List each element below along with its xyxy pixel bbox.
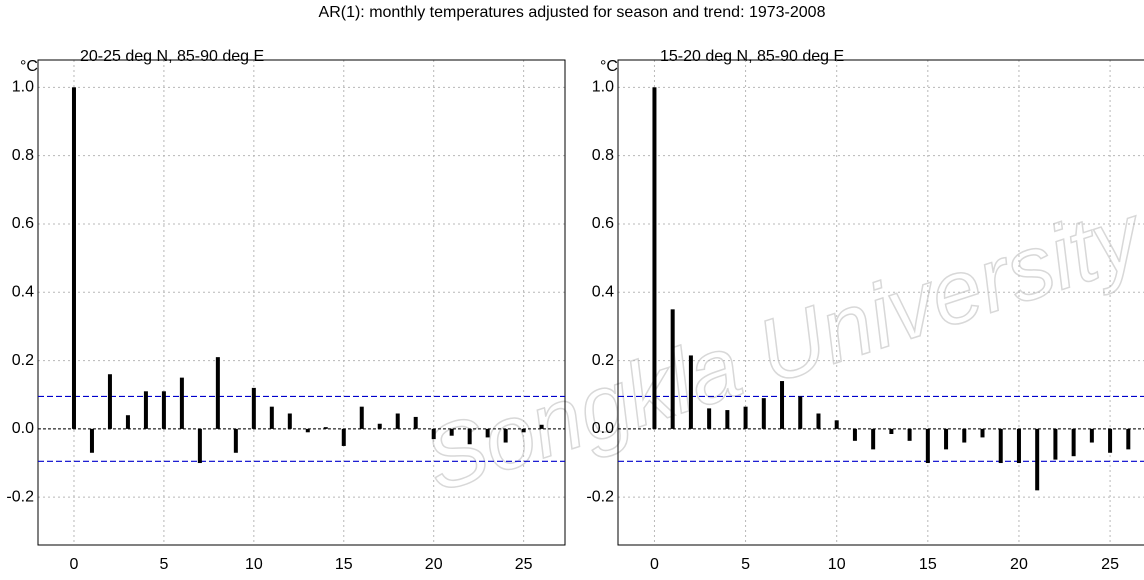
- x-tick-label: 10: [245, 556, 263, 573]
- bar: [449, 428, 454, 436]
- y-tick-label: 0.8: [12, 147, 34, 164]
- x-tick-label: 5: [741, 556, 750, 573]
- x-tick-label: 0: [70, 556, 79, 573]
- bar: [652, 87, 657, 429]
- bar: [395, 413, 400, 429]
- subtitle: 20-25 deg N, 85-90 deg E: [80, 48, 264, 65]
- bar: [834, 420, 839, 429]
- y-tick-label: 0.8: [592, 147, 614, 164]
- x-tick-label: 25: [1101, 556, 1119, 573]
- bar: [287, 413, 292, 429]
- y-tick-label: -0.2: [6, 488, 34, 505]
- bar: [251, 387, 256, 429]
- x-tick-label: 20: [425, 556, 443, 573]
- bar: [962, 428, 967, 443]
- bar: [907, 428, 912, 441]
- y-tick-label: -0.2: [586, 488, 614, 505]
- bar: [1126, 428, 1131, 450]
- x-tick-label: 20: [1010, 556, 1028, 573]
- x-tick-label: 15: [919, 556, 937, 573]
- bar: [341, 428, 346, 446]
- bar: [925, 428, 930, 464]
- bar: [707, 408, 712, 429]
- bar: [688, 355, 693, 429]
- y-tick-label: 1.0: [12, 79, 34, 96]
- y-tick-label: 0.4: [12, 283, 34, 300]
- bar: [743, 406, 748, 429]
- bar: [871, 428, 876, 450]
- watermark: Songkla University: [413, 185, 1144, 512]
- bar: [359, 406, 364, 429]
- bar: [798, 396, 803, 429]
- y-tick-label: 0.0: [12, 420, 34, 437]
- bar: [816, 413, 821, 429]
- subtitle: 15-20 deg N, 85-90 deg E: [660, 48, 844, 65]
- unit-label: °C: [20, 58, 38, 75]
- bar: [431, 428, 436, 440]
- x-tick-label: 15: [335, 556, 353, 573]
- bar: [305, 428, 310, 433]
- bar: [1089, 428, 1094, 443]
- y-tick-label: 0.2: [592, 352, 614, 369]
- plot-frame: [617, 59, 1144, 546]
- bar: [521, 428, 526, 433]
- bar: [233, 428, 238, 453]
- y-tick-label: 0.0: [592, 420, 614, 437]
- x-tick-label: 25: [515, 556, 533, 573]
- bar: [89, 428, 94, 453]
- bar: [1108, 428, 1113, 453]
- bar: [467, 428, 472, 445]
- bar: [215, 357, 220, 429]
- bar: [780, 381, 785, 429]
- y-tick-label: 1.0: [592, 79, 614, 96]
- bar: [1016, 428, 1021, 464]
- bar: [143, 391, 148, 429]
- bar: [413, 416, 418, 429]
- x-tick-label: 5: [159, 556, 168, 573]
- bar: [998, 428, 1003, 464]
- plot-frame: [37, 59, 566, 546]
- chart-title: AR(1): monthly temperatures adjusted for…: [319, 4, 826, 21]
- x-tick-label: 10: [828, 556, 846, 573]
- bar: [761, 398, 766, 429]
- bar: [269, 406, 274, 429]
- bar: [485, 428, 490, 438]
- bar: [107, 374, 112, 429]
- bar: [1053, 428, 1058, 460]
- bar: [1071, 428, 1076, 457]
- bar: [1035, 428, 1040, 491]
- bar: [161, 391, 166, 429]
- bar: [980, 428, 985, 438]
- unit-label: °C: [600, 58, 618, 75]
- bar: [725, 410, 730, 429]
- x-tick-label: 0: [650, 556, 659, 573]
- bar: [71, 87, 76, 429]
- bar: [503, 428, 508, 443]
- bar: [125, 415, 130, 429]
- y-tick-label: 0.6: [592, 215, 614, 232]
- y-tick-label: 0.6: [12, 215, 34, 232]
- bar: [179, 377, 184, 429]
- bar: [323, 427, 328, 429]
- bar: [852, 428, 857, 441]
- y-tick-label: 0.4: [592, 283, 614, 300]
- bar: [377, 423, 382, 429]
- bar: [670, 309, 675, 429]
- bar: [539, 424, 544, 429]
- bar: [197, 428, 202, 464]
- bar: [889, 428, 894, 434]
- y-tick-label: 0.2: [12, 352, 34, 369]
- bar: [944, 428, 949, 450]
